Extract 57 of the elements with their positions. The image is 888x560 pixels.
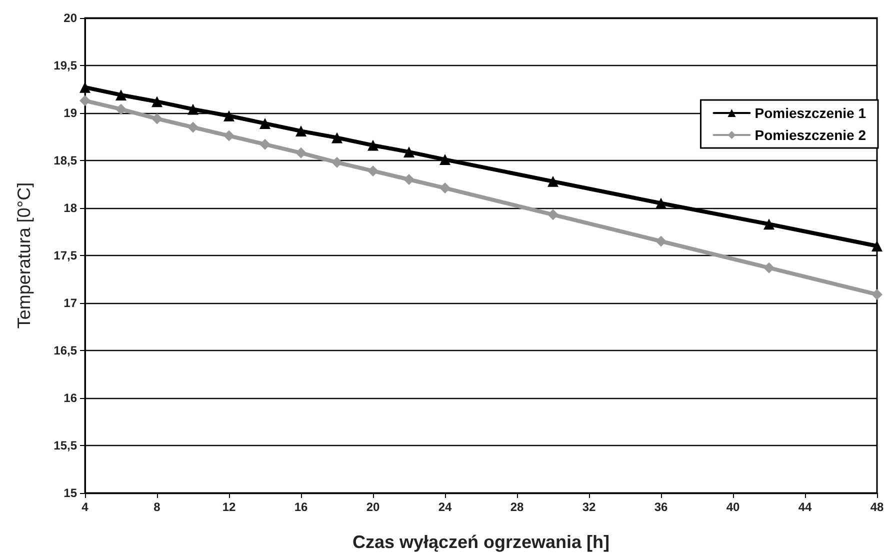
point: [332, 156, 342, 168]
point: [260, 118, 270, 129]
point: [764, 262, 774, 274]
x-tick-label: 44: [798, 500, 812, 514]
point: [296, 126, 306, 137]
point: [548, 209, 558, 220]
x-tick-label: 20: [366, 500, 380, 514]
point: [440, 154, 450, 166]
point: [656, 198, 666, 209]
point: [296, 147, 306, 158]
point: [188, 104, 198, 115]
point: [548, 176, 558, 187]
x-tick-label: 32: [582, 500, 596, 514]
x-tick-label: 8: [154, 500, 161, 514]
point: [188, 122, 198, 133]
x-tick-label: 36: [654, 500, 668, 514]
point: [404, 174, 414, 185]
y-tick-label: 18,5: [54, 154, 78, 168]
point: [224, 130, 234, 142]
y-tick-label: 19,5: [54, 58, 78, 72]
point: [368, 165, 378, 176]
x-axis-title: Czas wyłączeń ogrzewania [h]: [352, 532, 610, 552]
point: [872, 240, 882, 252]
x-tick-label: 40: [726, 500, 740, 514]
point: [440, 182, 450, 194]
x-tick-label: 12: [222, 500, 236, 514]
x-tick-label: 48: [870, 500, 884, 514]
y-tick-label: 19: [64, 106, 78, 120]
point: [368, 140, 378, 151]
point: [764, 218, 774, 230]
point: [260, 138, 270, 150]
legend-label: Pomieszczenie 1: [754, 105, 866, 121]
point: [332, 132, 342, 144]
x-tick-label: 4: [82, 500, 89, 514]
y-tick-label: 18: [64, 201, 78, 215]
point: [152, 113, 162, 124]
y-tick-label: 15,5: [54, 438, 78, 452]
y-tick-label: 17: [64, 296, 78, 310]
legend-label: Pomieszczenie 2: [754, 127, 866, 143]
x-tick-label: 24: [438, 500, 452, 514]
point: [656, 236, 666, 247]
y-tick-label: 15: [64, 486, 78, 500]
point: [116, 89, 126, 100]
point: [80, 95, 90, 106]
y-tick-label: 16,5: [54, 344, 78, 358]
point: [152, 96, 162, 108]
point: [872, 288, 882, 300]
point: [224, 110, 234, 122]
x-tick-label: 16: [294, 500, 308, 514]
y-tick-label: 20: [64, 11, 78, 25]
point: [116, 104, 126, 115]
y-axis-title: Temperatura [0°C]: [14, 182, 34, 329]
x-tick-label: 28: [510, 500, 524, 514]
point: [404, 146, 414, 158]
point: [80, 82, 90, 93]
y-tick-label: 16: [64, 391, 78, 405]
y-tick-label: 17,5: [54, 248, 78, 262]
